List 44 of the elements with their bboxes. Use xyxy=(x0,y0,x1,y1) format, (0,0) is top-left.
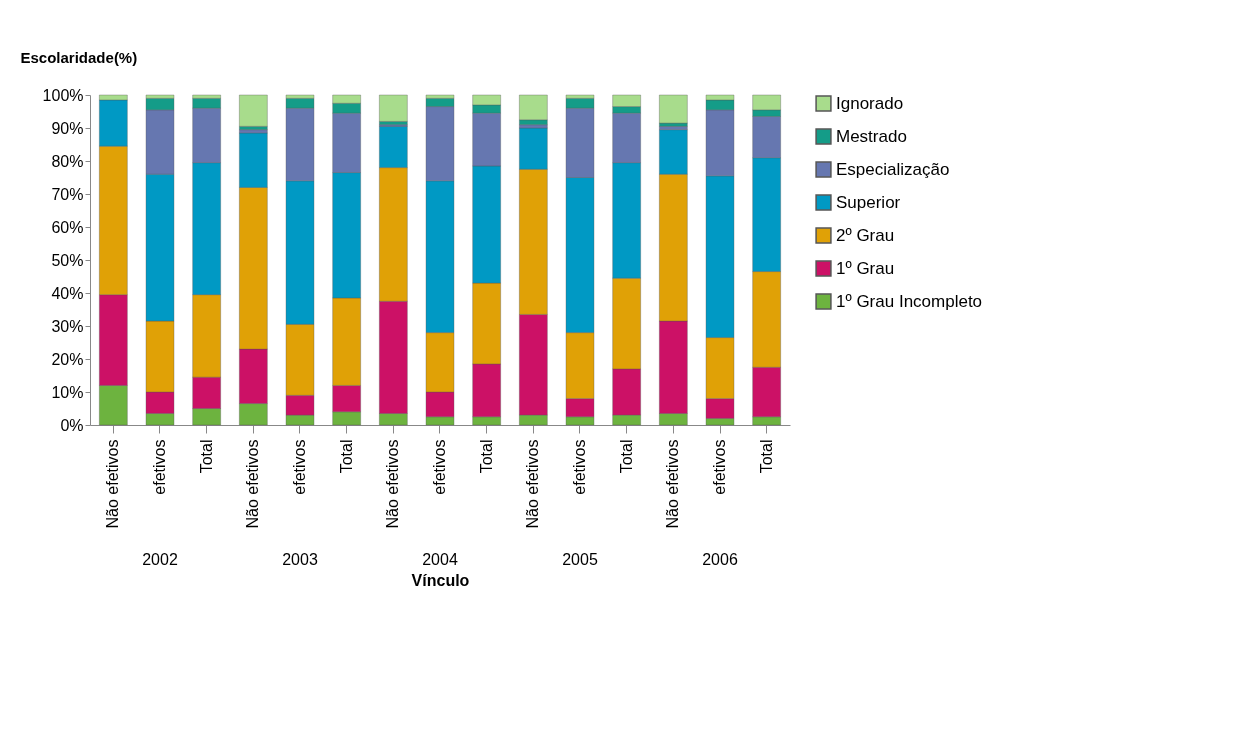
x-tick-label: Não efetivos xyxy=(384,439,402,529)
x-tick-label: Total xyxy=(197,439,215,474)
y-tick-label: 70% xyxy=(51,185,84,203)
bar xyxy=(659,94,688,124)
legend-label: Especialização xyxy=(836,159,950,179)
legend-label: Mestrado xyxy=(836,126,907,146)
y-tick-label: 10% xyxy=(51,383,84,401)
bar xyxy=(519,94,548,121)
x-tick-label: Total xyxy=(757,439,775,474)
y-tick-label: 50% xyxy=(51,251,84,269)
text: 2002 xyxy=(142,551,178,568)
y-tick-label: 40% xyxy=(51,284,84,302)
x-tick-label: efetivos xyxy=(711,439,728,495)
legend-label: Superior xyxy=(836,192,901,212)
x-tick-label: Não efetivos xyxy=(244,439,262,529)
x-tick-label: Total xyxy=(337,439,355,474)
legend-label: 1º Grau xyxy=(836,258,895,278)
text: 2006 xyxy=(702,551,738,568)
x-axis-title: Vínculo xyxy=(411,572,470,590)
text: 2003 xyxy=(282,551,318,568)
y-tick-label: 90% xyxy=(51,119,84,137)
y-tick-label: 100% xyxy=(42,86,84,104)
x-tick-label: Não efetivos xyxy=(524,439,542,529)
y-tick-label: 20% xyxy=(51,350,84,368)
x-tick-label: Não efetivos xyxy=(664,439,682,529)
text: 2004 xyxy=(422,551,458,568)
y-tick-label: 30% xyxy=(51,317,84,335)
y-tick-label: 0% xyxy=(60,416,84,434)
text: 2005 xyxy=(562,551,598,568)
y-tick-label: 80% xyxy=(51,152,84,170)
legend-label: 1º Grau Incompleto xyxy=(836,291,983,311)
x-tick-label: Não efetivos xyxy=(104,439,122,529)
y-tick-label: 60% xyxy=(51,218,84,236)
x-tick-label: Total xyxy=(617,439,635,474)
x-tick-label: efetivos xyxy=(571,439,588,495)
bar xyxy=(239,94,268,127)
x-tick-label: efetivos xyxy=(431,439,448,495)
x-tick-label: efetivos xyxy=(151,439,168,495)
y-axis-title: Escolaridade(%) xyxy=(20,48,138,66)
legend-label: 2º Grau xyxy=(836,225,895,245)
x-tick-label: efetivos xyxy=(291,439,308,495)
x-tick-label: Total xyxy=(477,439,495,474)
legend-label: Ignorado xyxy=(836,93,904,113)
bar xyxy=(379,94,408,122)
